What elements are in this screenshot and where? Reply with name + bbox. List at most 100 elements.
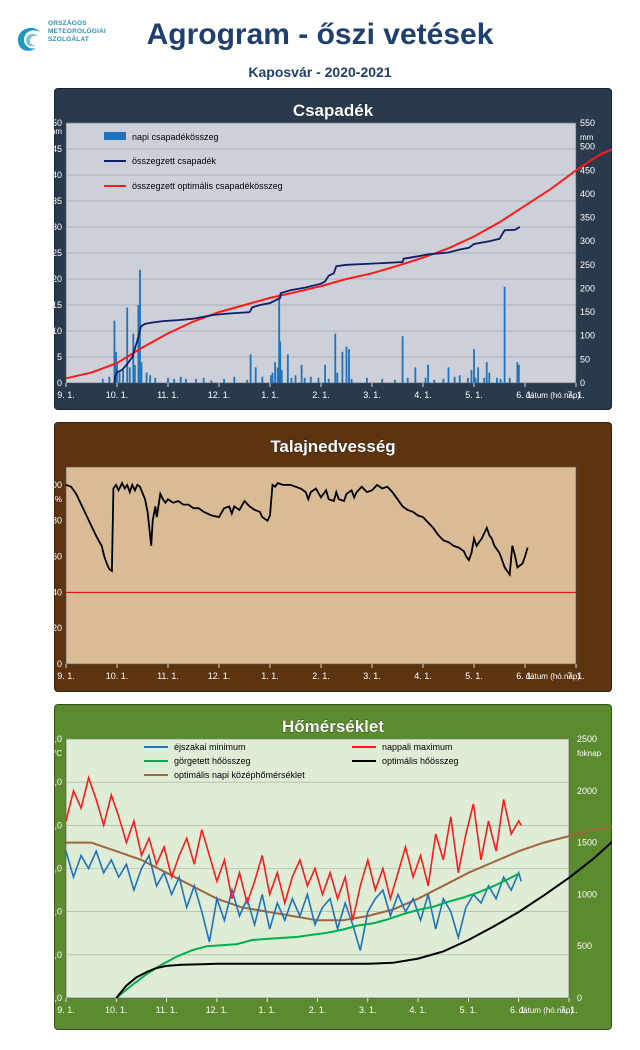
y-tick-label: 0 [57,659,62,669]
soil-moisture-line [65,481,529,577]
y-axis-label-left: °C [54,749,62,758]
precip-bar [427,364,429,383]
y-tick-label-left: 30 [54,222,62,232]
x-tick-label: 7. 1. [567,390,585,400]
precip-bar [350,378,353,383]
y-tick-label-left: 0 [57,378,62,388]
precip-bar [126,307,129,383]
x-tick-label: 10. 1. [106,671,129,681]
x-tick-label: 1. 1. [261,390,279,400]
logo-swirl-icon [18,27,40,51]
precip-bar [303,377,306,383]
legend-label: összegzett csapadék [132,156,217,166]
y-tick-label-right: 500 [580,142,595,152]
x-tick-label: 12. 1. [206,1005,229,1015]
x-tick-label: 1. 1. [261,671,279,681]
precip-bar [317,377,320,383]
y-tick-label: 80 [54,516,62,526]
precip-bar [140,362,143,383]
y-tick-label-left: 40,0 [54,734,62,744]
max-temp-line [65,775,522,921]
optimal-heat-sum-line [115,840,612,999]
precip-bar [336,372,339,383]
y-tick-label-right: 1500 [577,838,597,848]
legend-label: éjszakai minimum [174,742,246,752]
logo-line-3: SZOLGÁLAT [48,36,90,43]
precip-bar [406,377,409,383]
y-axis-label-left: mm [54,127,62,136]
x-tick-label: 9. 1. [57,1005,75,1015]
y-tick-label-right: 250 [580,260,595,270]
x-tick-label: 6. 1. [510,1005,528,1015]
x-tick-label: 5. 1. [465,671,483,681]
y-tick-label-left: -20,0 [54,993,62,1003]
precipitation-panel: Csapadék 9. 1. 10. 1. 11. 1. 12. 1. 1. 1. 2. 1… [54,88,612,410]
precip-bar [276,367,279,383]
y-tick-label-left: 20,0 [54,820,62,830]
precip-bar [294,375,297,383]
y-tick-label-left: 35 [54,196,62,206]
omsz-logo: ORSZÁGOS METEOROLÓGIAI SZOLGÁLAT [14,20,124,56]
y-tick-label: 60 [54,552,62,562]
y-tick-label-right: 1000 [577,889,597,899]
precip-bar [271,372,274,383]
x-tick-label: 9. 1. [57,390,75,400]
precip-bar [261,376,264,383]
precip-bar [113,320,116,383]
precip-bar [508,377,511,383]
y-tick-label-left: -10,0 [54,950,62,960]
chart-title: Csapadék [293,101,374,120]
precip-bar [499,378,502,383]
y-tick-label-left: 45 [54,144,62,154]
x-tick-label: 2. 1. [309,1005,327,1015]
x-tick-label: 7. 1. [560,1005,578,1015]
x-tick-label: 10. 1. [106,390,129,400]
min-temp-line [65,849,522,951]
precip-bar [270,375,272,383]
precip-bar [118,372,121,383]
precip-bar [424,377,427,383]
x-tick-label: 11. 1. [156,1005,178,1015]
precip-bar [309,376,312,383]
optimal-cumulative-line [65,148,612,380]
precip-bar [345,346,348,383]
y-tick-label-left: 30,0 [54,777,62,787]
precip-bar [167,377,169,383]
precip-bar [149,375,152,383]
x-tick-label: 3. 1. [363,671,381,681]
legend-label: optimális napi középhőmérséklet [174,770,305,780]
precip-bar [453,376,456,383]
precip-bar [132,333,135,383]
y-tick-label-right: 450 [580,165,595,175]
y-tick-label-left: 0,0 [54,907,62,917]
y-tick-label-right: 400 [580,189,595,199]
precip-bar [458,375,461,383]
precip-bar [274,362,276,383]
precip-bar [137,305,140,383]
precip-bar [202,377,205,383]
y-tick-label-right: 200 [580,283,595,293]
precip-bar [483,377,486,383]
precip-bar [173,378,176,383]
x-tick-label: 4. 1. [409,1005,427,1015]
temperature-chart: Hőmérséklet 9. 1. 10. 1. 11. 1. 12. 1. 1. 1. 2… [54,717,612,1015]
legend-label: optimális hőösszeg [382,756,459,766]
precip-bar [401,336,404,383]
precip-bar [279,341,282,383]
precip-bar [249,354,252,383]
x-tick-label: 1. 1. [258,1005,276,1015]
precip-bar [473,349,475,383]
y-tick-label-left: 5 [57,352,62,362]
precip-bar [115,351,117,383]
y-tick-label-right: 350 [580,213,595,223]
precip-bar [341,351,344,383]
page-title: Agrogram - őszi vetések [146,18,494,51]
y-axis-label-right: mm [580,133,594,142]
legend-label: napi csapadékösszeg [132,132,219,142]
y-tick-label-left: 10 [54,326,62,336]
precip-bar [348,349,350,383]
precip-bar [433,379,436,383]
x-tick-label: 3. 1. [359,1005,377,1015]
y-tick-label-right: 50 [580,354,590,364]
x-axis-label: dátum (hó.nap) [519,1006,574,1015]
